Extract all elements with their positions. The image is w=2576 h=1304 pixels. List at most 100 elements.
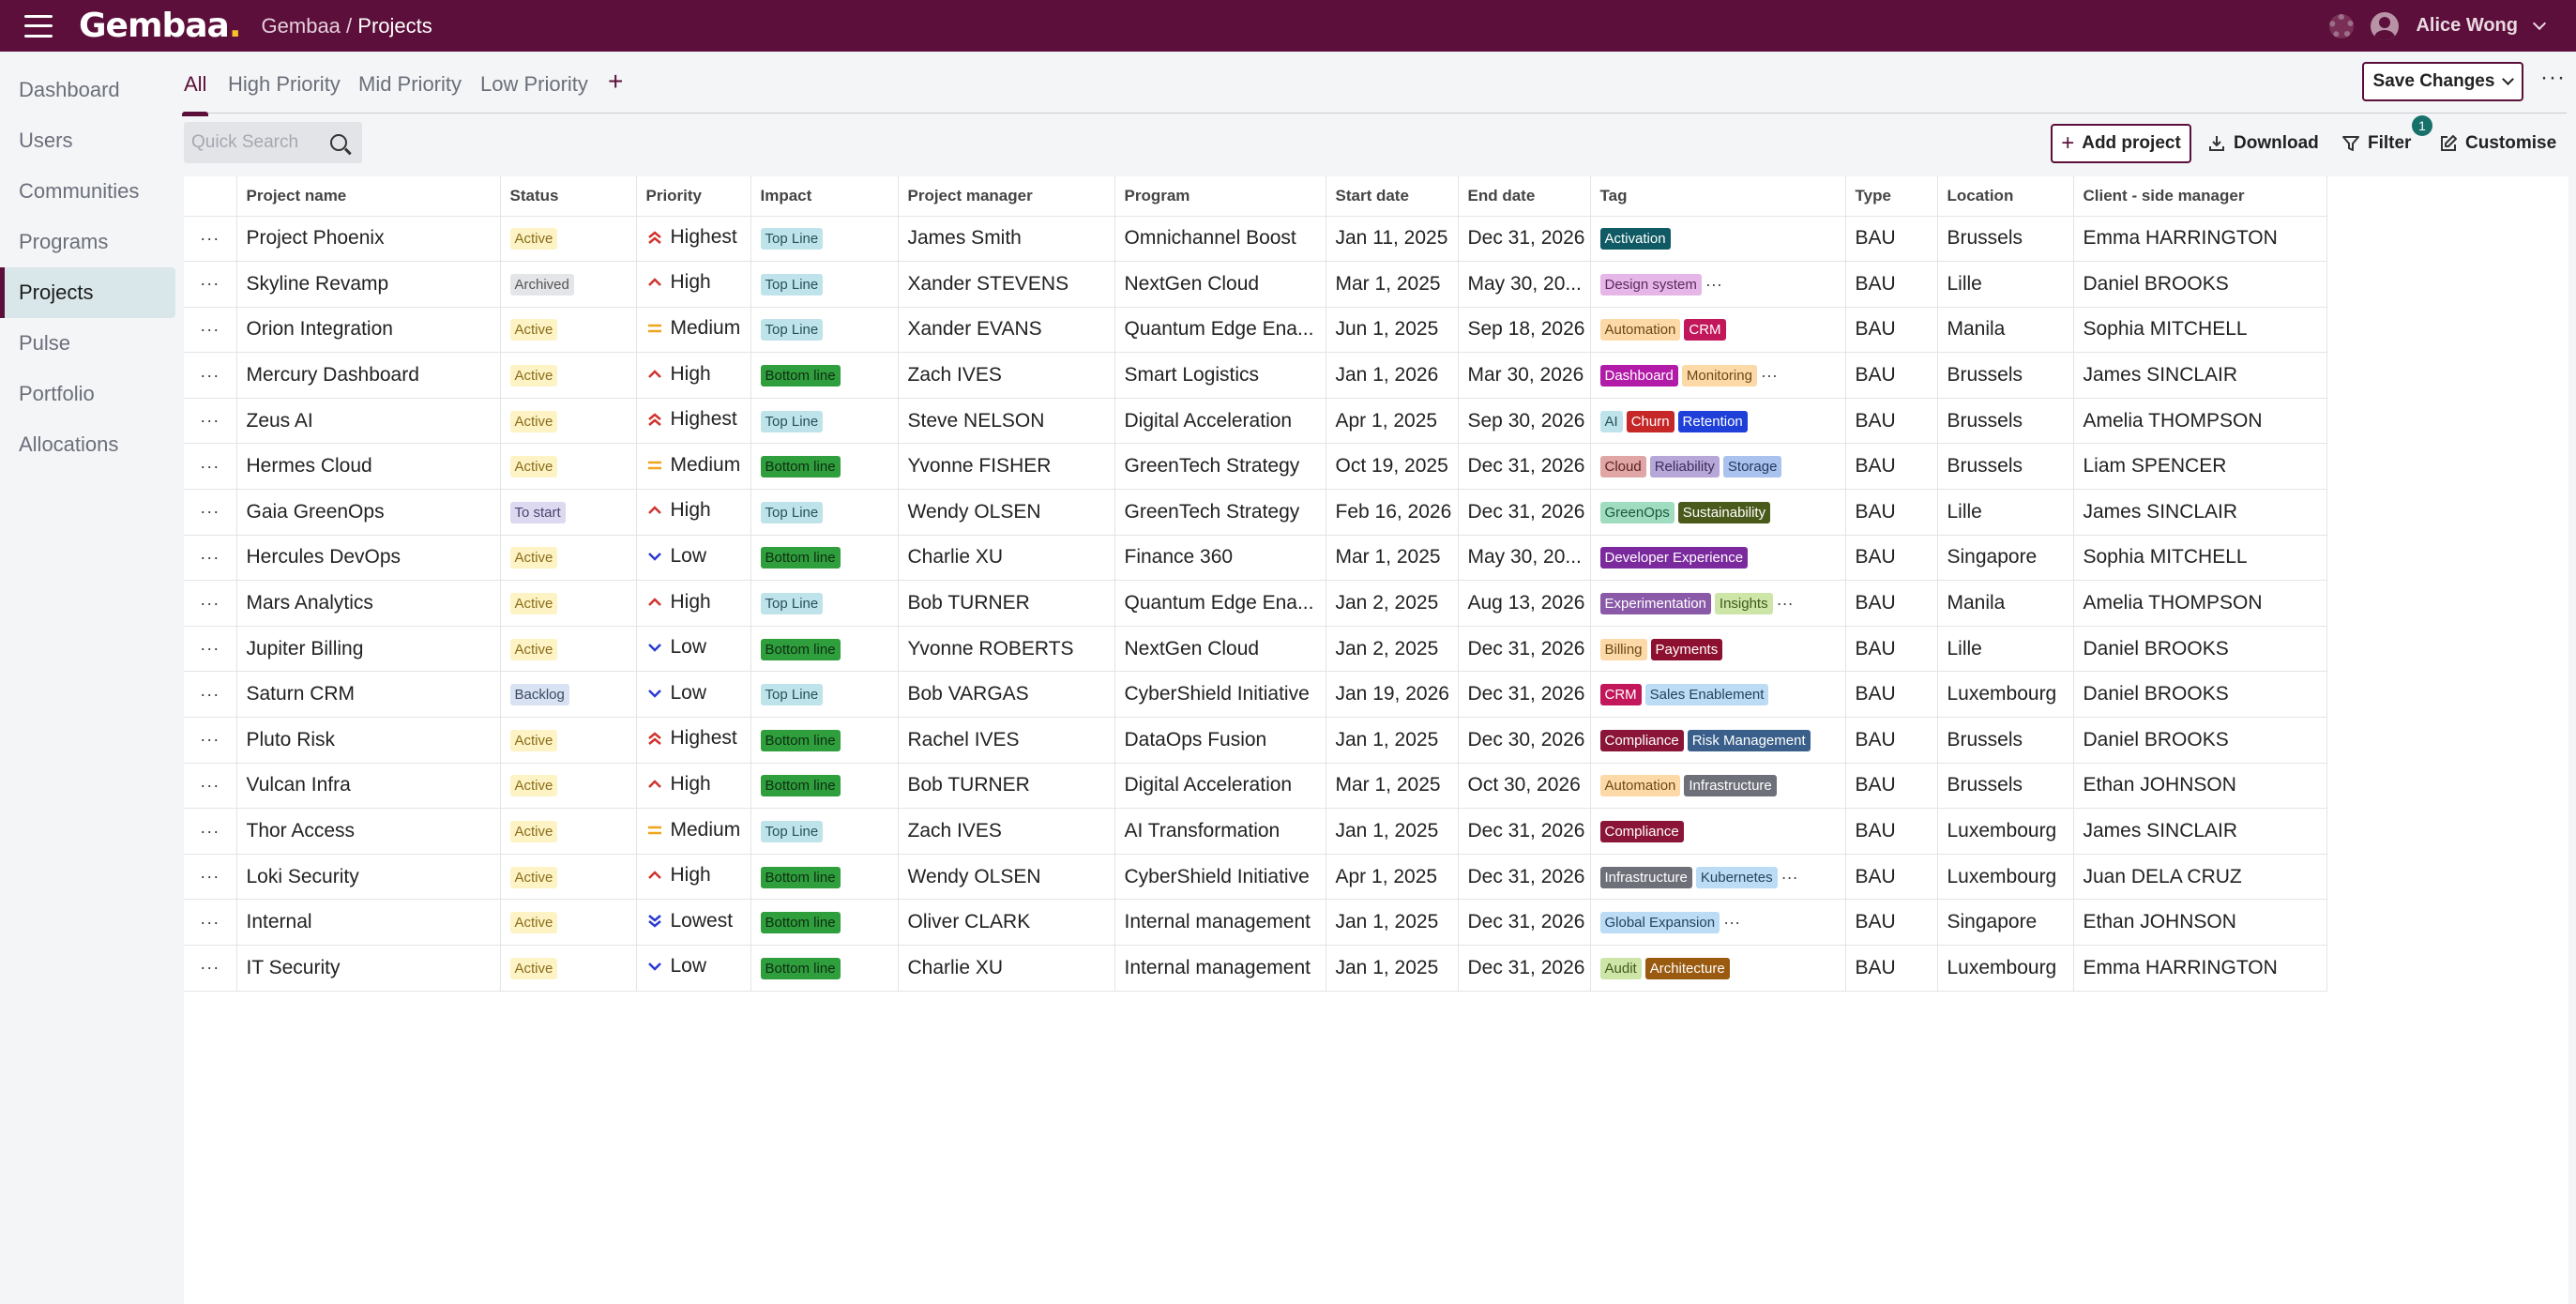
end-date-cell[interactable]: Mar 30, 2026	[1458, 352, 1591, 399]
location-cell[interactable]: Luxembourg	[1937, 945, 2074, 992]
project-name-cell[interactable]: Saturn CRM	[236, 671, 501, 719]
column-header-start-date[interactable]: Start date	[1326, 176, 1459, 217]
client-manager-cell[interactable]: James SINCLAIR	[2073, 352, 2327, 399]
column-header-tag[interactable]: Tag	[1590, 176, 1846, 217]
row-menu-button[interactable]: ···	[184, 352, 237, 399]
search-input[interactable]	[184, 132, 325, 153]
start-date-cell[interactable]: Apr 1, 2025	[1326, 854, 1459, 901]
column-header-location[interactable]: Location	[1937, 176, 2074, 217]
column-header-type[interactable]: Type	[1845, 176, 1938, 217]
project-name-cell[interactable]: Hermes Cloud	[236, 443, 501, 491]
program-cell[interactable]: GreenTech Strategy	[1114, 443, 1326, 491]
start-date-cell[interactable]: Jan 11, 2025	[1326, 216, 1459, 263]
type-cell[interactable]: BAU	[1845, 535, 1938, 582]
program-cell[interactable]: Smart Logistics	[1114, 352, 1326, 399]
project-manager-cell[interactable]: Bob TURNER	[898, 580, 1115, 627]
sidebar-item-programs[interactable]: Programs	[19, 230, 109, 253]
program-cell[interactable]: Internal management	[1114, 899, 1326, 946]
table-row[interactable]: ··· Saturn CRM Backlog Low Top Line Bob VARGA…	[184, 671, 2327, 719]
program-cell[interactable]: Omnichannel Boost	[1114, 216, 1326, 263]
priority-cell[interactable]: Lowest	[636, 899, 751, 946]
client-manager-cell[interactable]: Sophia MITCHELL	[2073, 307, 2327, 354]
table-row[interactable]: ··· Project Phoenix Active Highest Top Line J…	[184, 216, 2327, 263]
column-header-project-manager[interactable]: Project manager	[898, 176, 1115, 217]
type-cell[interactable]: BAU	[1845, 352, 1938, 399]
start-date-cell[interactable]: Apr 1, 2025	[1326, 398, 1459, 445]
start-date-cell[interactable]: Jan 1, 2026	[1326, 352, 1459, 399]
impact-cell[interactable]: Top Line	[750, 307, 899, 354]
status-cell[interactable]: Backlog	[500, 671, 637, 719]
tab-mid-priority[interactable]: Mid Priority	[358, 72, 462, 96]
save-changes-button[interactable]: Save Changes	[2362, 62, 2523, 101]
table-row[interactable]: ··· Hercules DevOps Active Low Bottom line Ch…	[184, 535, 2327, 582]
priority-cell[interactable]: Low	[636, 671, 751, 719]
start-date-cell[interactable]: Jan 1, 2025	[1326, 945, 1459, 992]
type-cell[interactable]: BAU	[1845, 443, 1938, 491]
tag-cell[interactable]: Experimentation Insights ···	[1590, 580, 1846, 627]
project-manager-cell[interactable]: Xander EVANS	[898, 307, 1115, 354]
program-cell[interactable]: CyberShield Initiative	[1114, 671, 1326, 719]
type-cell[interactable]: BAU	[1845, 216, 1938, 263]
client-manager-cell[interactable]: Ethan JOHNSON	[2073, 763, 2327, 810]
program-cell[interactable]: Finance 360	[1114, 535, 1326, 582]
priority-cell[interactable]: Highest	[636, 717, 751, 764]
type-cell[interactable]: BAU	[1845, 854, 1938, 901]
table-row[interactable]: ··· Orion Integration Active Medium Top Line…	[184, 307, 2327, 354]
project-manager-cell[interactable]: Wendy OLSEN	[898, 489, 1115, 536]
project-name-cell[interactable]: Pluto Risk	[236, 717, 501, 764]
program-cell[interactable]: GreenTech Strategy	[1114, 489, 1326, 536]
end-date-cell[interactable]: Dec 31, 2026	[1458, 216, 1591, 263]
table-row[interactable]: ··· Skyline Revamp Archived High Top Line Xan…	[184, 261, 2327, 308]
breadcrumb-root[interactable]: Gembaa	[261, 13, 341, 38]
status-cell[interactable]: Active	[500, 307, 637, 354]
status-cell[interactable]: Active	[500, 854, 637, 901]
project-manager-cell[interactable]: Zach IVES	[898, 352, 1115, 399]
start-date-cell[interactable]: Jan 1, 2025	[1326, 808, 1459, 855]
type-cell[interactable]: BAU	[1845, 398, 1938, 445]
menu-icon[interactable]	[24, 14, 53, 38]
priority-cell[interactable]: High	[636, 854, 751, 901]
priority-cell[interactable]: Highest	[636, 398, 751, 445]
status-cell[interactable]: Active	[500, 443, 637, 491]
client-manager-cell[interactable]: James SINCLAIR	[2073, 489, 2327, 536]
client-manager-cell[interactable]: Emma HARRINGTON	[2073, 945, 2327, 992]
chevron-down-icon[interactable]	[2532, 16, 2547, 30]
end-date-cell[interactable]: Dec 31, 2026	[1458, 808, 1591, 855]
customise-button[interactable]: Customise	[2439, 124, 2556, 163]
column-header-impact[interactable]: Impact	[750, 176, 899, 217]
row-menu-button[interactable]: ···	[184, 808, 237, 855]
column-header-program[interactable]: Program	[1114, 176, 1326, 217]
impact-cell[interactable]: Top Line	[750, 489, 899, 536]
status-cell[interactable]: Active	[500, 580, 637, 627]
tag-cell[interactable]: Cloud Reliability Storage	[1590, 443, 1846, 491]
program-cell[interactable]: DataOps Fusion	[1114, 717, 1326, 764]
add-project-button[interactable]: + Add project	[2051, 124, 2191, 163]
end-date-cell[interactable]: Dec 31, 2026	[1458, 489, 1591, 536]
priority-cell[interactable]: Medium	[636, 307, 751, 354]
location-cell[interactable]: Manila	[1937, 580, 2074, 627]
end-date-cell[interactable]: Dec 30, 2026	[1458, 717, 1591, 764]
type-cell[interactable]: BAU	[1845, 671, 1938, 719]
end-date-cell[interactable]: Aug 13, 2026	[1458, 580, 1591, 627]
client-manager-cell[interactable]: Ethan JOHNSON	[2073, 899, 2327, 946]
start-date-cell[interactable]: Jan 1, 2025	[1326, 717, 1459, 764]
project-name-cell[interactable]: Thor Access	[236, 808, 501, 855]
priority-cell[interactable]: High	[636, 580, 751, 627]
row-menu-button[interactable]: ···	[184, 261, 237, 308]
table-row[interactable]: ··· Zeus AI Active Highest Top Line Steve NEL…	[184, 398, 2327, 445]
column-header-end-date[interactable]: End date	[1458, 176, 1591, 217]
status-cell[interactable]: Active	[500, 945, 637, 992]
status-cell[interactable]: Active	[500, 763, 637, 810]
project-manager-cell[interactable]: Charlie XU	[898, 945, 1115, 992]
client-manager-cell[interactable]: Sophia MITCHELL	[2073, 535, 2327, 582]
row-menu-button[interactable]: ···	[184, 717, 237, 764]
sidebar-item-portfolio[interactable]: Portfolio	[19, 382, 95, 405]
row-menu-button[interactable]: ···	[184, 945, 237, 992]
status-cell[interactable]: Archived	[500, 261, 637, 308]
priority-cell[interactable]: High	[636, 352, 751, 399]
project-manager-cell[interactable]: Steve NELSON	[898, 398, 1115, 445]
end-date-cell[interactable]: Dec 31, 2026	[1458, 945, 1591, 992]
sidebar-item-allocations[interactable]: Allocations	[19, 432, 119, 456]
table-row[interactable]: ··· IT Security Active Low Bottom line Charli…	[184, 945, 2327, 992]
end-date-cell[interactable]: May 30, 20...	[1458, 261, 1591, 308]
